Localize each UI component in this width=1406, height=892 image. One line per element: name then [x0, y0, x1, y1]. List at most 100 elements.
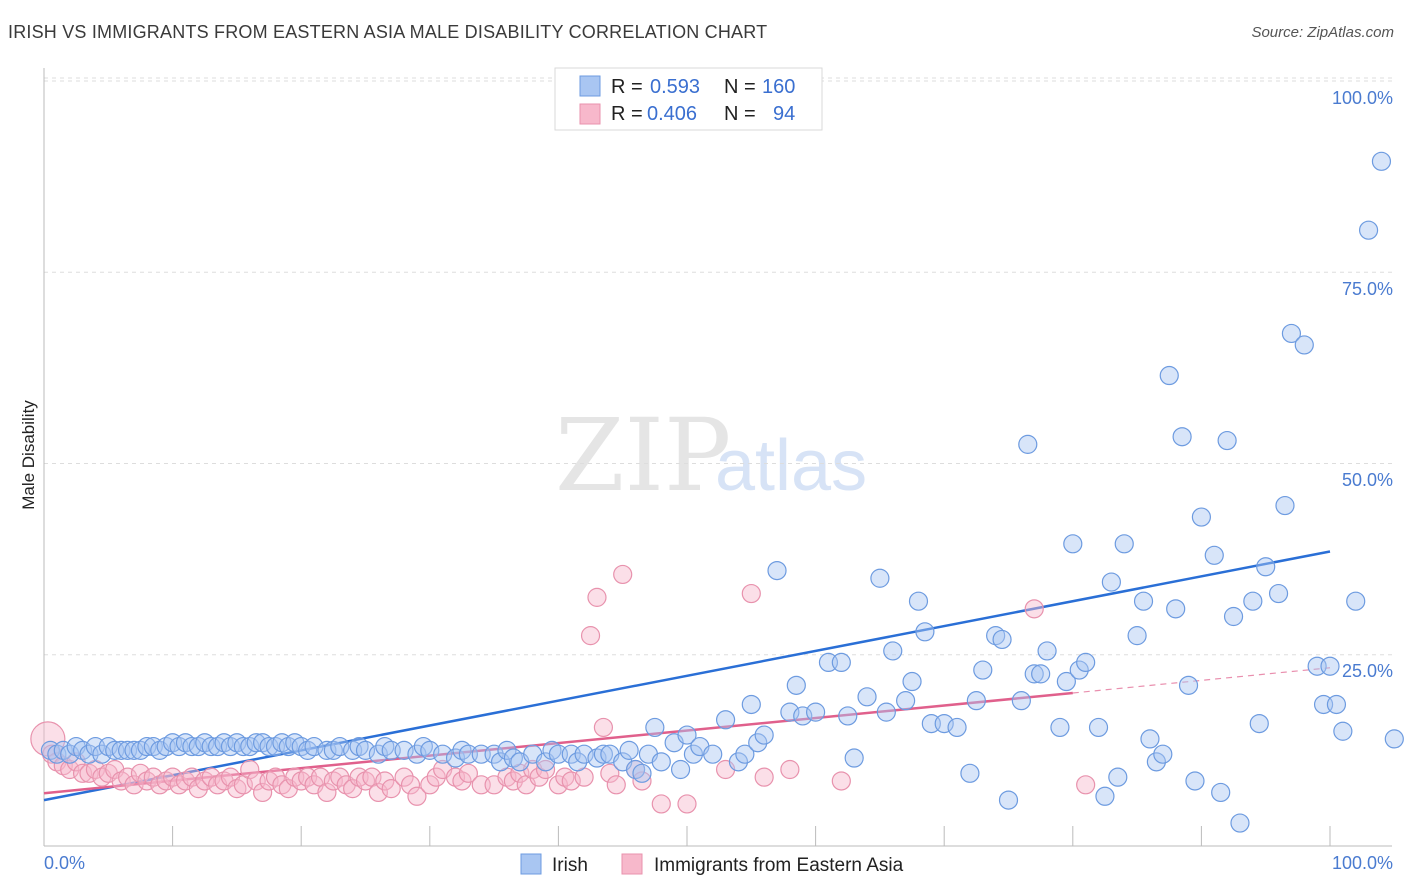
point-irish	[934, 713, 954, 734]
point-asia	[420, 775, 440, 795]
point-irish	[998, 790, 1019, 810]
point-asia	[632, 771, 652, 791]
point-asia	[253, 782, 273, 803]
point-irish	[490, 752, 511, 772]
point-asia	[651, 794, 671, 814]
point-irish	[355, 740, 376, 760]
point-irish	[683, 744, 704, 764]
point-asia	[600, 763, 620, 783]
point-irish	[632, 763, 652, 783]
point-irish	[1294, 335, 1314, 355]
point-irish	[497, 740, 517, 760]
point-irish	[793, 706, 813, 726]
point-irish	[1153, 744, 1173, 764]
bottom-legend-swatch-asia	[621, 853, 643, 875]
point-irish	[1095, 786, 1115, 806]
point-asia	[201, 767, 221, 787]
point-irish	[754, 725, 774, 745]
point-irish	[407, 744, 427, 764]
point-irish	[1088, 717, 1109, 738]
point-irish	[966, 691, 986, 711]
legend-swatch-irish	[579, 75, 601, 97]
point-irish	[844, 748, 864, 768]
point-irish	[445, 748, 466, 768]
point-irish	[1185, 771, 1205, 791]
point-irish	[1178, 675, 1199, 695]
point-irish	[619, 740, 639, 760]
point-irish	[992, 629, 1012, 650]
y-tick-label-25: 25.0%	[1342, 661, 1393, 681]
legend-r-label-asia: R =	[611, 103, 643, 125]
points-immigrants-eastern-asia	[30, 564, 1096, 814]
chart-title: IRISH VS IMMIGRANTS FROM EASTERN ASIA MA…	[8, 22, 768, 42]
point-irish	[1101, 572, 1121, 592]
point-irish	[715, 710, 736, 730]
point-irish	[1037, 641, 1057, 661]
point-irish	[883, 641, 903, 661]
point-irish	[670, 759, 691, 780]
bottom-legend-label-asia: Immigrants from Eastern Asia	[654, 855, 904, 876]
point-asia	[375, 771, 395, 791]
point-irish	[1056, 671, 1076, 692]
point-asia	[503, 771, 523, 791]
bottom-legend-label-irish: Irish	[552, 855, 588, 876]
point-asia	[330, 767, 350, 787]
legend-n-value-irish: 160	[762, 76, 795, 98]
point-irish	[1166, 599, 1186, 619]
point-irish	[831, 652, 851, 673]
point-irish	[233, 736, 253, 757]
point-irish	[902, 671, 922, 692]
point-irish	[1114, 534, 1134, 554]
legend-n-value-asia: 94	[773, 103, 795, 125]
point-irish	[484, 744, 504, 764]
point-irish	[870, 568, 890, 588]
point-asia	[317, 782, 337, 803]
point-asia	[240, 759, 260, 780]
watermark-atlas: atlas	[715, 426, 867, 506]
y-axis-label: Male Disability	[19, 400, 38, 510]
point-asia	[1076, 775, 1096, 795]
point-asia	[535, 759, 556, 780]
bottom-legend-swatch-irish	[520, 853, 542, 875]
point-asia	[452, 771, 472, 791]
point-irish	[137, 736, 157, 757]
point-asia	[606, 775, 626, 795]
point-irish	[786, 675, 806, 695]
point-irish	[728, 752, 749, 772]
point-irish	[915, 622, 935, 642]
trendline-irish	[43, 550, 1331, 802]
point-irish	[1018, 434, 1038, 454]
point-irish	[1275, 495, 1295, 516]
legend-r-value-asia: 0.406	[647, 103, 697, 125]
point-irish	[182, 736, 202, 757]
point-asia	[613, 564, 633, 585]
point-irish	[1358, 220, 1379, 240]
point-irish	[767, 560, 787, 581]
point-irish	[651, 752, 671, 772]
legend-swatch-asia	[579, 103, 601, 125]
point-asia	[394, 767, 414, 787]
point-asia	[368, 782, 388, 803]
point-irish	[973, 660, 993, 680]
point-asia	[677, 794, 697, 814]
point-irish	[1172, 427, 1192, 447]
legend-n-label-irish: N =	[724, 76, 756, 98]
point-asia	[72, 763, 93, 783]
point-irish	[1031, 664, 1051, 684]
point-irish	[857, 687, 877, 707]
x-tick-label-max: 100.0%	[1332, 853, 1393, 873]
point-asia	[1024, 599, 1044, 619]
point-irish	[677, 725, 697, 745]
legend-n-label-asia: N =	[724, 103, 756, 125]
point-irish	[368, 744, 388, 764]
point-irish	[780, 702, 800, 722]
point-irish	[1326, 694, 1347, 715]
point-asia	[381, 779, 401, 799]
point-irish	[1371, 151, 1392, 171]
point-asia	[580, 626, 601, 646]
point-irish	[960, 763, 980, 783]
point-irish	[1146, 752, 1166, 772]
point-asia	[143, 767, 163, 787]
grid-lines	[44, 77, 1392, 656]
watermark-zip: ZIP	[555, 397, 731, 514]
